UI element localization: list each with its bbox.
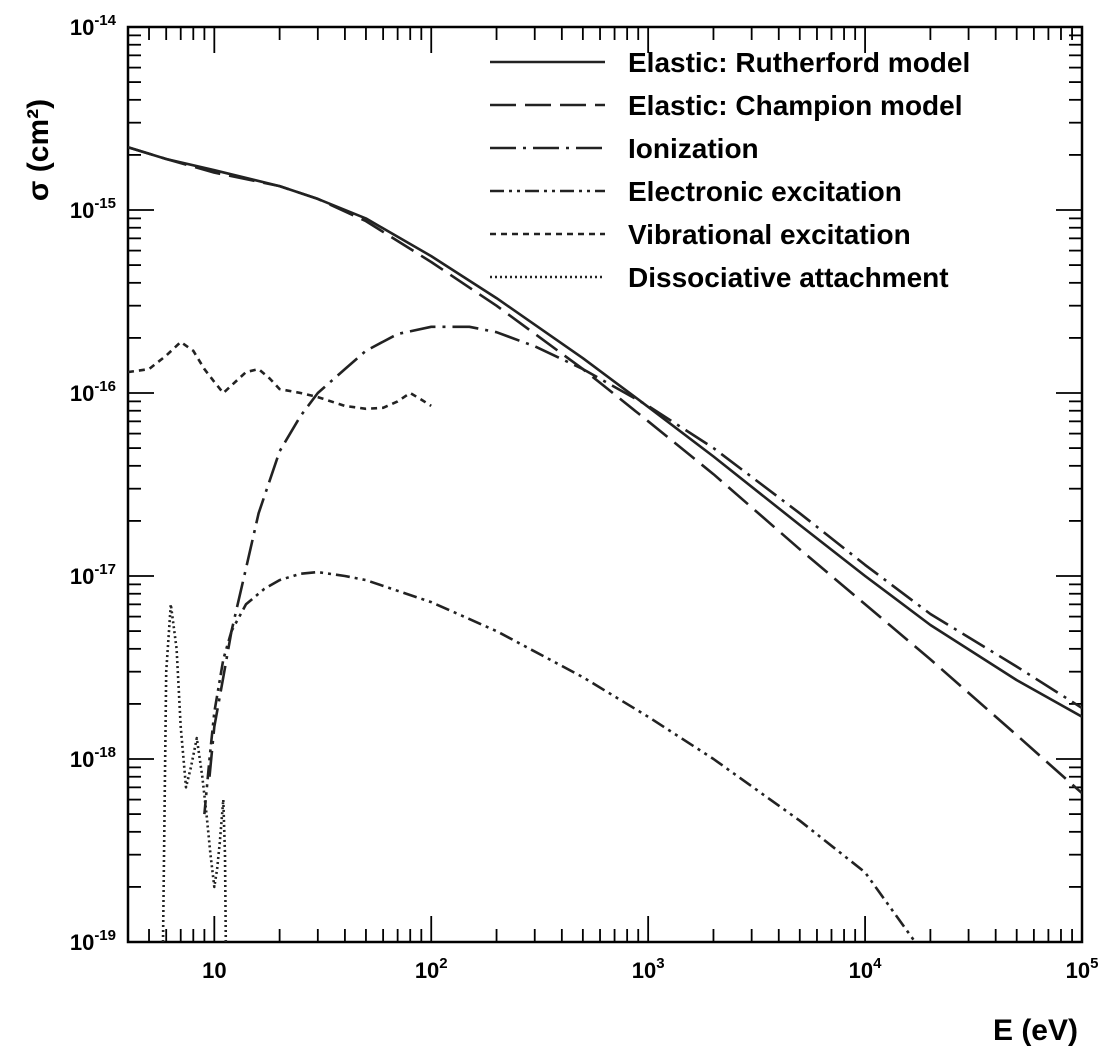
x-tick-label: 103	[632, 955, 665, 983]
legend-label-6: Dissociative attachment	[628, 262, 949, 293]
y-tick-label: 10-17	[70, 561, 116, 589]
legend-label-4: Electronic excitation	[628, 176, 902, 207]
plot-frame	[126, 25, 1084, 944]
curves	[128, 146, 1082, 942]
legend-label-1: Elastic: Rutherford model	[628, 47, 970, 78]
x-tick-label: 10	[202, 958, 226, 983]
y-tick-label: 10-15	[70, 195, 116, 223]
legend-label-2: Elastic: Champion model	[628, 90, 963, 121]
tick-labels: 10 102 103 104 105 10-19 10-18 10-17 10-16 10-15 1…	[70, 12, 1099, 983]
series-line-6	[161, 602, 228, 942]
x-tick-label: 102	[415, 955, 448, 983]
legend-label-3: Ionization	[628, 133, 759, 164]
series-line-5	[128, 340, 432, 411]
x-tick-label: 105	[1066, 955, 1099, 983]
legend: Elastic: Rutherford model Elastic: Champi…	[490, 47, 970, 293]
axis-ticks	[127, 27, 1083, 943]
x-axis-title: E (eV)	[993, 1014, 1078, 1047]
y-tick-label: 10-19	[70, 927, 116, 955]
x-tick-label: 104	[849, 955, 882, 983]
y-tick-label: 10-18	[70, 744, 116, 772]
y-axis-title: σ (cm²)	[22, 99, 55, 201]
series-line-3	[208, 325, 1082, 777]
y-tick-label: 10-14	[70, 12, 117, 40]
y-tick-label: 10-16	[70, 378, 116, 406]
series-line-4	[203, 570, 917, 942]
series-line-2	[128, 146, 1082, 795]
legend-label-5: Vibrational excitation	[628, 219, 911, 250]
